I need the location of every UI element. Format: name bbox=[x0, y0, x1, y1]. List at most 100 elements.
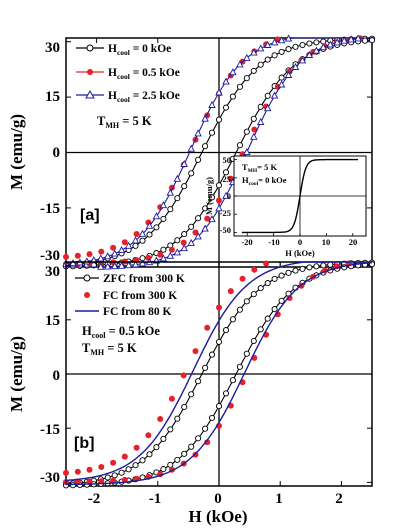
panel-a-series-0-point bbox=[167, 206, 174, 213]
panel-a-series-1-point bbox=[157, 251, 164, 258]
panel-a-series-0-point bbox=[174, 195, 181, 202]
panel-b-series-0-point bbox=[202, 425, 209, 432]
panel-a-series-0-point bbox=[132, 242, 139, 249]
panel-b-series-0-point bbox=[208, 414, 216, 421]
panel-a-series-2-point bbox=[298, 56, 307, 64]
panel-a-series-2-point bbox=[229, 68, 237, 76]
panel-a-series-1-point bbox=[98, 248, 105, 255]
panel-a-series-2-point bbox=[180, 244, 188, 252]
panel-b-series-0-point bbox=[118, 469, 125, 476]
panel-a-ytick-15: 15 bbox=[45, 89, 60, 105]
panel-a-series-0-point bbox=[222, 104, 230, 111]
panel-b-series-1-point bbox=[286, 295, 293, 301]
panel-b-series-0-point bbox=[153, 444, 160, 451]
panel-b-series-1-point bbox=[110, 477, 117, 484]
panel-a-series-0-point bbox=[208, 129, 216, 136]
panel-a-series-0-point bbox=[257, 103, 264, 110]
panel-a-series-0-point bbox=[292, 43, 299, 50]
panel-b-series-1-point bbox=[86, 478, 93, 485]
panel-a-series-2-point bbox=[270, 91, 279, 99]
panel-a-series-2-point bbox=[305, 50, 314, 58]
panel-a-series-0-point bbox=[174, 237, 181, 244]
panel-a-series-2-point bbox=[277, 36, 286, 44]
panel-b-series-0-point bbox=[160, 466, 167, 473]
panel-a-series-2-point bbox=[187, 144, 195, 152]
inset: TMH= 5 K Hcool= 0 kOe 50 25 0 -25 -50 -2… bbox=[204, 155, 367, 258]
legend-b-marker-1 bbox=[84, 292, 90, 298]
panel-a-series-0-point bbox=[181, 231, 188, 238]
panel-a-series-0-point bbox=[313, 39, 320, 46]
panel-b-series-0-point bbox=[229, 377, 236, 384]
panel-a-series-2-point bbox=[69, 259, 77, 267]
panel-a-series-0-point bbox=[278, 48, 285, 55]
panel-a-legend: Hcool = 0 kOe Hcool = 0.5 kOe Hcool = 2.… bbox=[76, 43, 180, 104]
panel-b-zero-lines bbox=[66, 262, 372, 486]
panel-a-series-2-point bbox=[117, 246, 126, 254]
panel-b-ytick-m15: -15 bbox=[40, 422, 60, 438]
panel-b-series-0-point bbox=[111, 472, 118, 479]
panel-b-ytick-15: 15 bbox=[45, 313, 60, 329]
panel-b-series-0-point bbox=[285, 269, 292, 276]
panel-b-series-0-point bbox=[271, 275, 278, 282]
panel-a-series-1-point bbox=[86, 251, 93, 258]
panel-a-label: [a] bbox=[80, 207, 100, 224]
panel-a-series-0-point bbox=[160, 215, 167, 222]
panel-a-series-0-point bbox=[202, 143, 209, 150]
panel-a-series-2-point bbox=[215, 204, 223, 212]
inset-xtick-20: 20 bbox=[349, 237, 358, 247]
panel-b-series-0-point bbox=[222, 390, 230, 397]
panel-a-series-0-point bbox=[188, 170, 195, 177]
panel-a-series-0-point bbox=[139, 237, 146, 244]
panel-a-series-2-point bbox=[236, 60, 244, 68]
panel-a-series-0-point bbox=[208, 194, 216, 201]
inset-ticks bbox=[234, 159, 354, 236]
panel-b-series-1-point bbox=[74, 468, 81, 475]
panel-a-series-2-point bbox=[319, 43, 328, 51]
inset-text-field: Hcool= 0 kOe bbox=[242, 175, 287, 187]
inset-ytick-m25: -25 bbox=[220, 208, 231, 218]
panel-a-series-2-point bbox=[270, 38, 279, 46]
panel-a-series-0-point bbox=[222, 169, 230, 176]
panel-a-series-2-point bbox=[354, 34, 362, 42]
panel-a-series-0-point bbox=[229, 93, 236, 100]
panel-b-series-1-point bbox=[121, 453, 128, 460]
panel-a-series-1-point bbox=[168, 246, 175, 253]
panel-a-series-0-point bbox=[306, 40, 313, 47]
panel-a-series-2-point bbox=[312, 46, 321, 54]
panel-a-series-2-point bbox=[201, 224, 209, 232]
panel-b-series-1-point bbox=[86, 466, 93, 473]
panel-b-series-0-point bbox=[215, 403, 223, 410]
panel-a-series-2-point bbox=[110, 249, 119, 257]
panel-b-series-0-point bbox=[327, 261, 334, 268]
panel-b-ytick-30: 30 bbox=[45, 264, 60, 280]
panel-b-series-0-point bbox=[167, 426, 174, 433]
panel-b-series-0-point bbox=[202, 364, 209, 371]
panel-a-ytick-0: 0 bbox=[53, 145, 61, 161]
panel-b-series-0-point bbox=[271, 306, 278, 313]
panel-a-series-2-point bbox=[117, 261, 126, 269]
panel-a-series-0-point bbox=[215, 182, 223, 189]
panel-b-series-0-point bbox=[160, 435, 167, 442]
legend-b-label-0: ZFC from 300 K bbox=[103, 273, 185, 285]
panel-b-series-0-point bbox=[250, 337, 257, 345]
panel-b-series bbox=[62, 259, 376, 489]
panel-a-series-2-point bbox=[243, 148, 251, 156]
panel-a-series-2-point bbox=[97, 254, 105, 262]
panel-a-series-2-point bbox=[347, 35, 355, 43]
panel-a-series-2-point bbox=[250, 48, 258, 56]
xtick-0: 0 bbox=[214, 491, 222, 507]
panel-a-series-2-point bbox=[291, 62, 300, 70]
panel-b-series-0-point bbox=[215, 338, 223, 345]
panel-a-series-1-point bbox=[121, 239, 128, 246]
panel-a-series-2-point bbox=[124, 261, 133, 269]
legend-a-label-0: Hcool = 0 kOe bbox=[108, 43, 171, 57]
panel-b-series-1-point bbox=[74, 478, 81, 485]
panel-a: 30 15 0 -15 -30 Hcool = 0 kOe Hcool = 0.… bbox=[40, 34, 376, 270]
panel-b-series-0-point bbox=[250, 291, 257, 298]
panel-a-series-2-point bbox=[194, 129, 202, 137]
panel-b-series-0-point bbox=[243, 298, 250, 305]
inset-ylabel: M (emu/g) bbox=[204, 177, 214, 215]
panel-b-series-0-point bbox=[257, 285, 264, 292]
panel-a-series-2-point bbox=[131, 260, 140, 268]
